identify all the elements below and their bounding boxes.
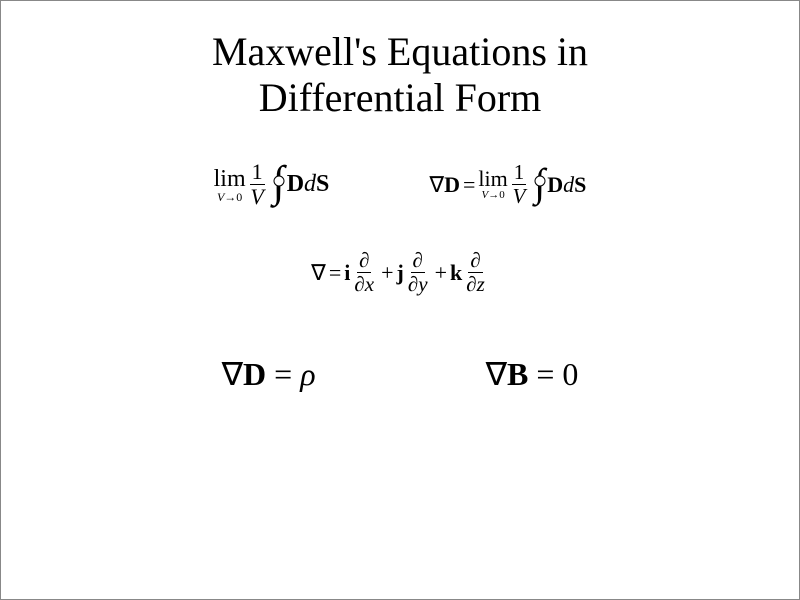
unit-j: j	[397, 260, 404, 286]
plus: +	[381, 260, 393, 286]
nabla: ∇	[222, 355, 243, 393]
equals: =	[536, 356, 554, 393]
equation-limit-integral-1: lim V→0 1 V ∫ DdS	[214, 161, 330, 208]
fraction-1v: 1 V	[250, 161, 265, 208]
lim-subscript: V→0	[481, 190, 504, 201]
slide-title: Maxwell's Equations in Differential Form	[1, 29, 799, 121]
partial-dy: ∂ ∂y	[408, 250, 428, 295]
fraction-1v: 1 V	[512, 162, 527, 207]
equation-row-2: ∇ = i ∂ ∂x + j ∂ ∂y + k ∂ ∂z	[1, 250, 799, 295]
vector-D: D	[444, 172, 460, 198]
equation-gauss-B: ∇B = 0	[486, 355, 579, 393]
d-italic: d	[563, 172, 574, 198]
lim-subscript: V→0	[217, 191, 242, 203]
limit-block: lim V→0	[214, 167, 246, 203]
vector-D: D	[547, 172, 563, 198]
partial-dz: ∂ ∂z	[466, 250, 485, 295]
vector-D: D	[287, 171, 304, 198]
limit-block: lim V→0	[478, 168, 507, 201]
zero: 0	[562, 356, 578, 393]
unit-k: k	[450, 260, 462, 286]
nabla: ∇	[429, 172, 444, 198]
equals: =	[274, 356, 292, 393]
vector-D: D	[243, 356, 266, 393]
slide-content: lim V→0 1 V ∫ DdS ∇D = lim	[1, 161, 799, 393]
closed-integral-icon: ∫	[273, 167, 285, 198]
equation-del-definition: ∇ = i ∂ ∂x + j ∂ ∂y + k ∂ ∂z	[311, 250, 489, 295]
equation-div-D-integral: ∇D = lim V→0 1 V ∫ DdS	[429, 162, 586, 207]
vector-S: S	[574, 172, 586, 198]
unit-i: i	[344, 260, 350, 286]
equation-gauss-D: ∇D = ρ	[222, 355, 316, 393]
partial-dx: ∂ ∂x	[354, 250, 374, 295]
d-italic: d	[304, 171, 316, 198]
lim-text: lim	[478, 168, 507, 190]
title-line-1: Maxwell's Equations in	[212, 29, 588, 74]
title-line-2: Differential Form	[259, 75, 542, 120]
nabla: ∇	[311, 260, 326, 286]
slide: Maxwell's Equations in Differential Form…	[0, 0, 800, 600]
rho: ρ	[300, 356, 315, 393]
nabla: ∇	[486, 355, 507, 393]
closed-integral-icon: ∫	[534, 169, 545, 197]
plus: +	[435, 260, 447, 286]
equation-row-1: lim V→0 1 V ∫ DdS ∇D = lim	[1, 161, 799, 208]
equals: =	[463, 172, 475, 198]
vector-S: S	[316, 171, 329, 198]
equation-row-3: ∇D = ρ ∇B = 0	[1, 355, 799, 393]
vector-B: B	[507, 356, 528, 393]
lim-text: lim	[214, 167, 246, 191]
equals: =	[329, 260, 341, 286]
